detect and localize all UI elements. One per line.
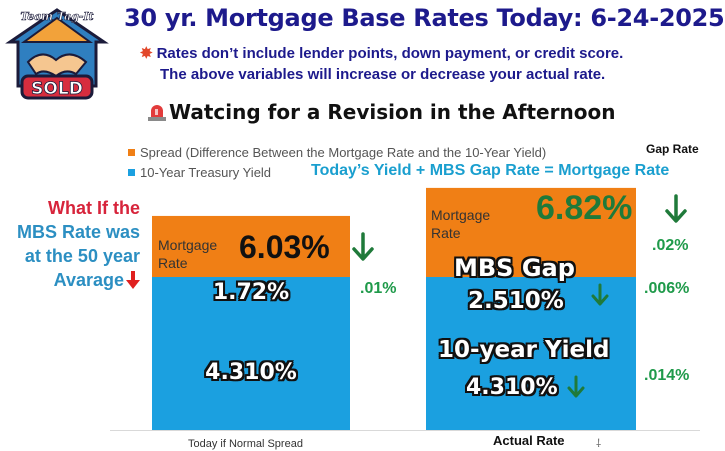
team-tag-it-sold-logo: SOLD Team Tag-It xyxy=(5,8,109,100)
siren-icon xyxy=(148,105,166,121)
left-spread-label: 1.72% xyxy=(212,280,290,305)
right-yield-value: 4.310% xyxy=(466,375,558,400)
axis-tick-mark: ⸸ xyxy=(596,438,602,450)
left-mortgage-label-line1: Mortgage xyxy=(158,237,218,253)
headline: Watcing for a Revision in the Afternoon xyxy=(147,100,615,124)
legend-swatch-yield xyxy=(128,169,135,176)
right-gap-value: 2.510% xyxy=(468,288,564,314)
left-mortgage-rate-label: Mortgage Rate xyxy=(158,236,217,272)
right-mortgage-label-line1: Mortgage xyxy=(431,207,491,223)
left-mortgage-rate-value: 6.03% xyxy=(239,229,330,265)
right-gap-title: MBS Gap xyxy=(454,254,575,282)
rate-disclaimer-line2: The above variables will increase or dec… xyxy=(160,66,606,83)
red-down-arrow-icon xyxy=(126,271,140,289)
rate-formula: Today’s Yield + MBS Gap Rate = Mortgage … xyxy=(311,162,670,179)
total-change-value: .02% xyxy=(652,237,689,254)
x-tick-left: Today if Normal Spread xyxy=(188,438,303,450)
right-mortgage-label-line2: Rate xyxy=(431,225,461,241)
actual-rate-label: Actual Rate xyxy=(493,433,565,448)
right-yield-title: 10-year Yield xyxy=(438,337,610,363)
svg-text:SOLD: SOLD xyxy=(31,79,83,99)
bar-left-spread-segment xyxy=(152,215,350,277)
what-if-line4: Avarage xyxy=(4,268,140,292)
spark-icon: ✸ xyxy=(140,45,153,62)
legend-item-yield: 10-Year Treasury Yield xyxy=(128,165,271,180)
legend-item-spread: Spread (Difference Between the Mortgage … xyxy=(128,145,546,160)
svg-text:Team Tag-It: Team Tag-It xyxy=(20,10,93,23)
gap-down-arrow-icon xyxy=(591,283,609,306)
gap-rate-label: Gap Rate xyxy=(646,142,699,156)
left-spread-change-value: .01% xyxy=(360,280,397,297)
right-rate-down-arrow-icon xyxy=(665,194,687,223)
yield-down-arrow-icon xyxy=(567,375,585,398)
right-mortgage-rate-label: Mortgage Rate xyxy=(431,206,490,242)
legend-label-yield: 10-Year Treasury Yield xyxy=(140,165,272,180)
what-if-line2: MBS Rate was xyxy=(16,222,140,242)
yield-change-value: .014% xyxy=(644,367,690,384)
what-if-callout: What If the MBS Rate was at the 50 year … xyxy=(4,196,140,292)
right-mortgage-rate-value: 6.82% xyxy=(536,189,633,227)
legend-label-spread: Spread (Difference Between the Mortgage … xyxy=(140,145,547,160)
what-if-line3: at the 50 year xyxy=(24,246,140,266)
headline-text: Watcing for a Revision in the Afternoon xyxy=(169,100,616,124)
left-rate-down-arrow-icon xyxy=(352,232,374,261)
gap-change-value: .006% xyxy=(644,280,690,297)
bar-left-yield-segment xyxy=(152,276,350,430)
legend-swatch-spread xyxy=(128,149,135,156)
rate-disclaimer-text1: Rates don’t include lender points, down … xyxy=(156,45,624,62)
bar-right-spread-segment xyxy=(426,187,636,277)
left-mortgage-label-line2: Rate xyxy=(158,255,188,271)
what-if-line4-text: Avarage xyxy=(53,270,124,290)
page-title: 30 yr. Mortgage Base Rates Today: 6-24-2… xyxy=(124,4,725,32)
what-if-line1: What If the xyxy=(48,198,140,218)
left-yield-label: 4.310% xyxy=(205,360,297,385)
rate-disclaimer-line1: ✸ Rates don’t include lender points, down… xyxy=(140,44,623,62)
